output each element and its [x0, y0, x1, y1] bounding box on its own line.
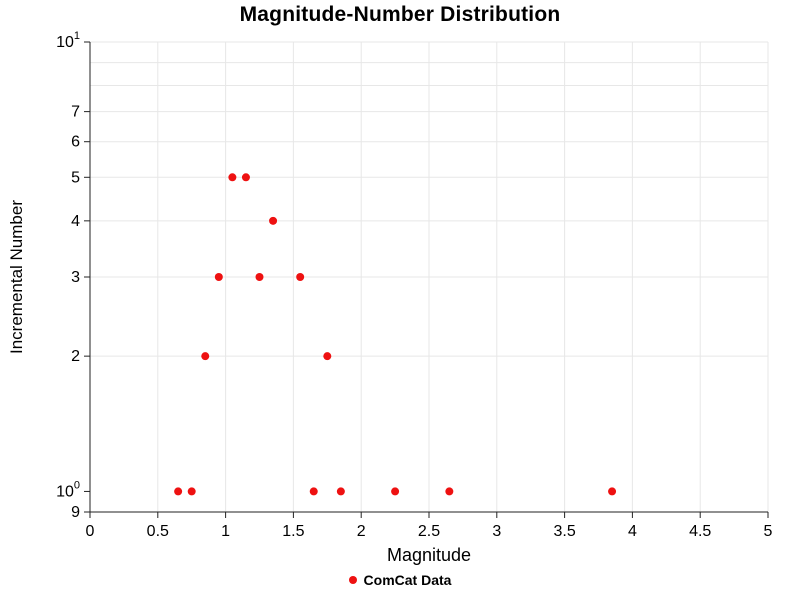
- y-tick-label: 5: [71, 169, 80, 186]
- x-tick-label: 0: [86, 523, 95, 540]
- data-point: [201, 352, 210, 361]
- data-point: [323, 352, 332, 361]
- y-tick-label: 2: [71, 348, 80, 365]
- y-tick-label: 9: [71, 504, 80, 521]
- data-point: [241, 173, 250, 182]
- legend-label: ComCat Data: [363, 572, 452, 588]
- data-point: [255, 273, 264, 281]
- data-point: [608, 487, 617, 496]
- data-point: [309, 487, 318, 496]
- data-point: [296, 273, 305, 281]
- x-tick-label: 1: [221, 523, 230, 540]
- x-tick-label: 3: [492, 523, 501, 540]
- y-axis-title: Incremental Number: [7, 199, 26, 355]
- x-tick-label: 4: [628, 523, 637, 540]
- data-point: [187, 487, 196, 496]
- y-tick-label: 7: [71, 104, 80, 121]
- x-tick-label: 4.5: [689, 523, 711, 540]
- x-tick-label: 5: [764, 523, 773, 540]
- data-point: [445, 487, 454, 496]
- legend: ComCat Data: [0, 572, 800, 588]
- data-point: [214, 273, 223, 281]
- x-tick-label: 0.5: [147, 523, 169, 540]
- data-point: [228, 173, 237, 182]
- x-tick-label: 1.5: [282, 523, 304, 540]
- data-point: [269, 216, 278, 225]
- chart-title: Magnitude-Number Distribution: [239, 3, 561, 26]
- x-axis-title: Magnitude: [386, 545, 472, 565]
- y-tick-label: 100: [56, 479, 80, 500]
- legend-marker-icon: [348, 576, 357, 584]
- y-tick-label: 101: [56, 30, 80, 51]
- data-point: [174, 487, 183, 496]
- x-tick-label: 3.5: [553, 523, 575, 540]
- y-tick-label: 3: [71, 269, 80, 286]
- data-point: [336, 487, 345, 496]
- data-point: [391, 487, 400, 496]
- y-tick-label: 4: [71, 213, 80, 230]
- y-tick-label: 6: [71, 134, 80, 151]
- x-tick-label: 2.5: [418, 523, 440, 540]
- plot-area: 0 0.5 1 1.5 2 2.5 3 3.5 4 4.5 5 101 7 6 5 4 3 2 100 9: [56, 30, 773, 540]
- x-tick-label: 2: [357, 523, 366, 540]
